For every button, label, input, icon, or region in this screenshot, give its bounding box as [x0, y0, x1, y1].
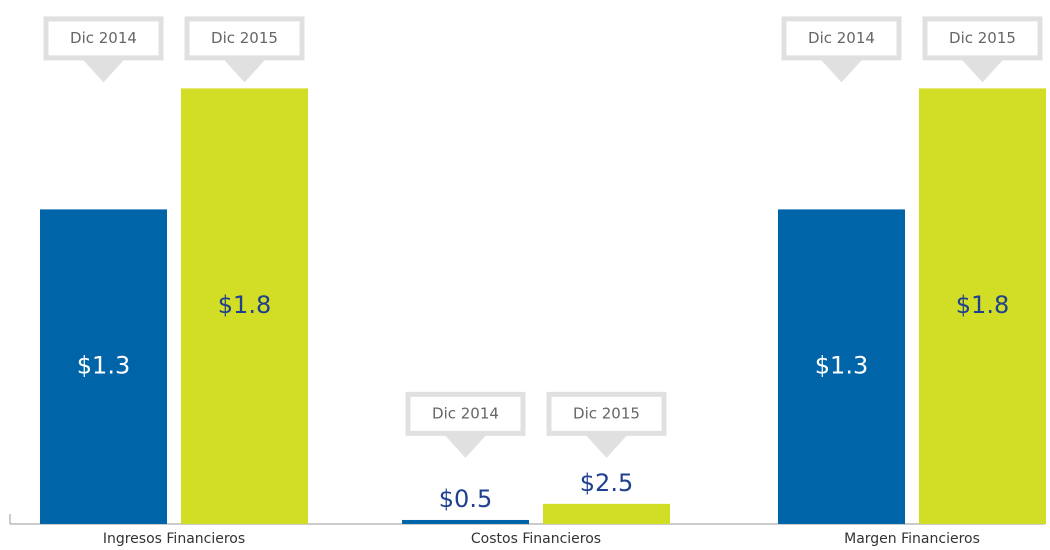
- value-label: $2.5: [580, 469, 633, 497]
- callout-label: Dic 2014: [70, 29, 137, 47]
- value-label: $1.3: [77, 352, 130, 380]
- callout-inner: [410, 396, 521, 431]
- callout-inner: [927, 21, 1038, 56]
- callout-inner: [189, 21, 300, 56]
- bar: [919, 88, 1046, 525]
- callout-label: Dic 2014: [432, 404, 499, 422]
- category-label: Margen Financieros: [844, 531, 980, 547]
- value-label: $1.8: [956, 291, 1009, 319]
- bar: [181, 88, 308, 525]
- value-label: $1.3: [815, 352, 868, 380]
- bar: [543, 503, 670, 524]
- callout-label: Dic 2014: [808, 29, 875, 47]
- bar: [40, 209, 167, 524]
- callout-label: Dic 2015: [949, 29, 1016, 47]
- callout-inner: [48, 21, 159, 56]
- callout-inner: [786, 21, 897, 56]
- callout-label: Dic 2015: [573, 404, 640, 422]
- bar: [402, 519, 529, 524]
- callout-label: Dic 2015: [211, 29, 278, 47]
- value-label: $0.5: [439, 485, 492, 513]
- category-label: Ingresos Financieros: [103, 531, 245, 547]
- value-label: $1.8: [218, 291, 271, 319]
- callout-inner: [551, 396, 662, 431]
- category-label: Costos Financieros: [471, 531, 601, 547]
- bar: [778, 209, 905, 524]
